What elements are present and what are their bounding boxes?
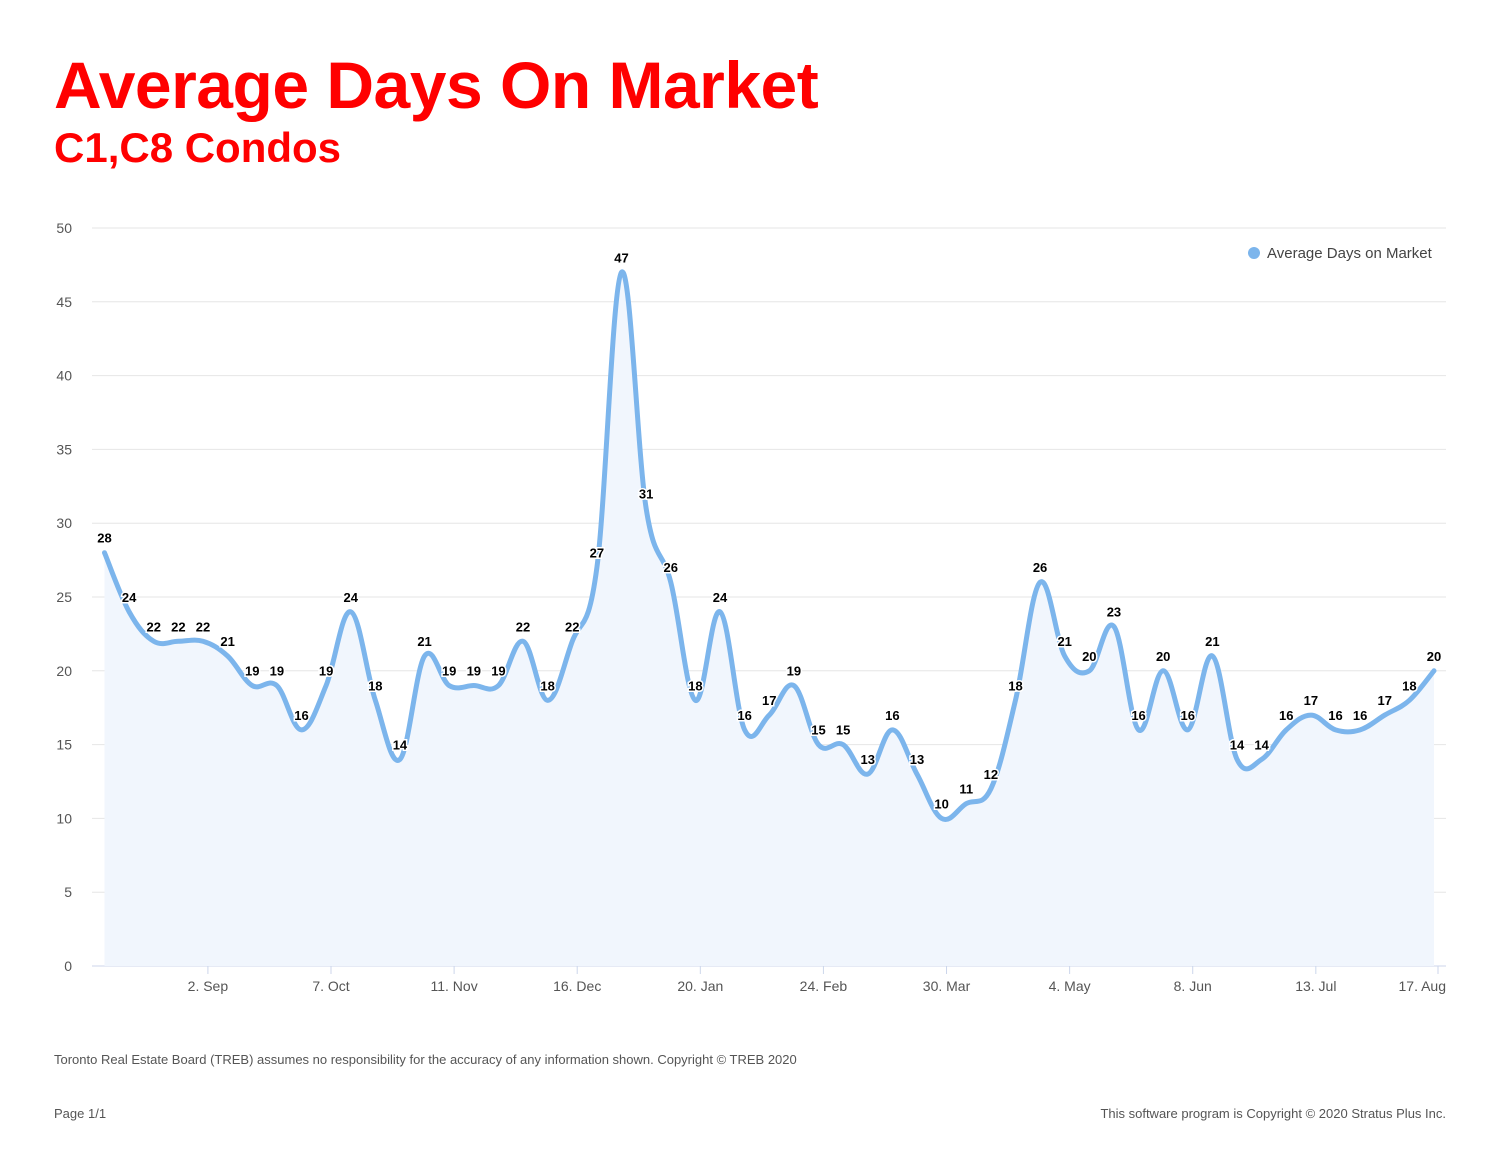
data-label: 18	[540, 678, 554, 693]
series-area-fill	[104, 271, 1434, 966]
y-tick-label: 5	[64, 884, 72, 900]
data-label: 18	[368, 678, 382, 693]
data-label: 19	[270, 664, 284, 679]
data-label: 21	[1205, 634, 1219, 649]
data-label: 17	[762, 693, 776, 708]
data-label: 22	[516, 619, 530, 634]
data-label: 22	[565, 619, 579, 634]
data-label: 21	[417, 634, 431, 649]
chart-subtitle: C1,C8 Condos	[54, 124, 342, 171]
y-tick-label: 20	[56, 663, 72, 679]
data-label: 16	[1328, 708, 1342, 723]
x-tick-label: 24. Feb	[800, 978, 848, 994]
y-tick-label: 10	[56, 810, 72, 826]
data-label: 19	[319, 664, 333, 679]
x-tick-label: 7. Oct	[312, 978, 349, 994]
x-axis-tick-labels: 2. Sep 7. Oct 11. Nov 16. Dec 20. Jan 24. Feb…	[188, 966, 1446, 994]
series-line	[102, 269, 1437, 822]
x-tick-label: 20. Jan	[677, 978, 723, 994]
x-tick-label: 13. Jul	[1295, 978, 1336, 994]
y-tick-label: 40	[56, 368, 72, 384]
data-label: 16	[1353, 708, 1367, 723]
data-label: 18	[1008, 678, 1022, 693]
data-label: 19	[245, 664, 259, 679]
data-label: 12	[984, 767, 998, 782]
data-label: 16	[737, 708, 751, 723]
data-label: 47	[614, 250, 628, 265]
data-label: 21	[220, 634, 234, 649]
data-label: 11	[959, 782, 973, 797]
data-label: 16	[1181, 708, 1195, 723]
chart-title: Average Days On Market	[54, 48, 819, 122]
data-label: 10	[934, 796, 948, 811]
data-label: 20	[1082, 649, 1096, 664]
x-tick-label: 16. Dec	[553, 978, 601, 994]
legend-marker-icon	[1248, 247, 1260, 259]
y-tick-label: 0	[64, 958, 72, 974]
data-label: 14	[1254, 737, 1269, 752]
y-tick-label: 45	[56, 294, 72, 310]
data-label: 24	[122, 590, 137, 605]
y-tick-label: 30	[56, 515, 72, 531]
data-label: 19	[787, 664, 801, 679]
x-tick-label: 2. Sep	[188, 978, 229, 994]
data-label: 16	[1131, 708, 1145, 723]
data-label: 16	[1279, 708, 1293, 723]
data-label: 14	[393, 737, 408, 752]
data-label: 13	[860, 752, 874, 767]
y-axis-tick-labels: 0 5 10 15 20 25 30 35 40 45 50	[56, 220, 72, 974]
data-label: 14	[1230, 737, 1245, 752]
data-label: 19	[491, 664, 505, 679]
data-label: 22	[196, 619, 210, 634]
data-label: 17	[1378, 693, 1392, 708]
data-label: 22	[147, 619, 161, 634]
data-label: 26	[1033, 560, 1047, 575]
software-copyright: This software program is Copyright © 202…	[1100, 1106, 1446, 1121]
legend[interactable]: Average Days on Market	[1248, 245, 1433, 262]
data-label: 24	[343, 590, 358, 605]
data-label: 20	[1156, 649, 1170, 664]
x-tick-label: 11. Nov	[430, 978, 477, 994]
x-tick-label: 17. Aug	[1399, 978, 1447, 994]
data-label: 23	[1107, 605, 1121, 620]
data-label: 18	[688, 678, 702, 693]
data-label: 31	[639, 486, 653, 501]
x-tick-label: 8. Jun	[1174, 978, 1212, 994]
data-label: 24	[713, 590, 728, 605]
data-label: 27	[590, 545, 604, 560]
disclaimer-text: Toronto Real Estate Board (TREB) assumes…	[54, 1052, 797, 1067]
data-label: 13	[910, 752, 924, 767]
data-label: 20	[1427, 649, 1441, 664]
data-label: 28	[97, 531, 111, 546]
legend-label: Average Days on Market	[1267, 245, 1433, 262]
data-label: 16	[294, 708, 308, 723]
y-tick-label: 35	[56, 441, 72, 457]
data-label: 26	[664, 560, 678, 575]
y-tick-label: 15	[56, 737, 72, 753]
page-number: Page 1/1	[54, 1106, 107, 1121]
data-label: 15	[836, 723, 850, 738]
y-tick-label: 50	[56, 220, 72, 236]
x-tick-label: 4. May	[1049, 978, 1091, 994]
data-label: 19	[442, 664, 456, 679]
data-label: 16	[885, 708, 899, 723]
data-label: 19	[467, 664, 481, 679]
data-label: 17	[1304, 693, 1318, 708]
data-label: 21	[1057, 634, 1071, 649]
y-tick-label: 25	[56, 589, 72, 605]
data-label: 22	[171, 619, 185, 634]
data-labels: 28 24 22 22 22 21 19 19 16 19 24 18 14 21 19 19 19 22 18 22…	[96, 249, 1443, 813]
x-tick-label: 30. Mar	[923, 978, 971, 994]
data-label: 18	[1402, 678, 1416, 693]
data-label: 15	[811, 723, 825, 738]
